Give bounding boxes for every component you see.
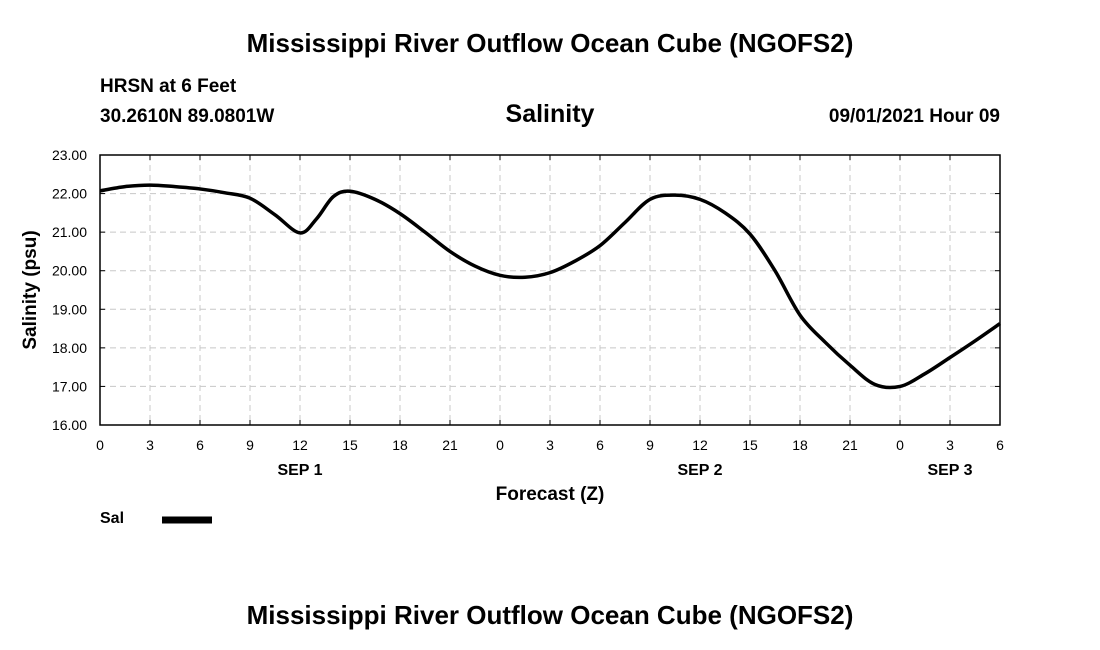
- chart-title-bottom: Mississippi River Outflow Ocean Cube (NG…: [246, 600, 854, 630]
- x-axis-label: Forecast (Z): [496, 484, 605, 505]
- axis-ticks: 0 3 6 9 12 15 18 21 0 3 6 9 12 15 18 21 0 3 6 16.00 17.00 18.…: [52, 147, 1004, 479]
- x-tick-label: 12: [292, 437, 308, 453]
- y-tick-label: 22.00: [52, 186, 87, 202]
- series-line-sal: [99, 183, 1001, 390]
- y-tick-label: 20.00: [52, 263, 87, 279]
- y-axis-label: Salinity (psu): [20, 230, 41, 349]
- day-label: SEP 2: [677, 462, 722, 479]
- day-label: SEP 1: [277, 462, 322, 479]
- y-tick-label: 16.00: [52, 417, 87, 433]
- x-tick-label: 6: [196, 437, 204, 453]
- forecast-datetime: 09/01/2021 Hour 09: [828, 106, 1000, 127]
- y-tick-label: 21.00: [52, 224, 87, 240]
- x-tick-label: 18: [792, 437, 808, 453]
- x-tick-label: 6: [996, 437, 1004, 453]
- x-tick-label: 9: [646, 437, 654, 453]
- x-tick-label: 21: [842, 437, 858, 453]
- variable-title: Salinity: [505, 100, 595, 128]
- y-tick-label: 17.00: [52, 378, 87, 394]
- station-coordinates: 30.2610N 89.0801W: [100, 106, 275, 127]
- y-tick-label: 19.00: [52, 301, 87, 317]
- x-tick-label: 15: [742, 437, 758, 453]
- x-tick-label: 12: [692, 437, 708, 453]
- legend-label: Sal: [100, 510, 125, 527]
- x-tick-label: 15: [342, 437, 358, 453]
- x-tick-label: 18: [392, 437, 408, 453]
- y-tick-label: 18.00: [52, 340, 87, 356]
- day-label: SEP 3: [927, 462, 972, 479]
- x-tick-label: 0: [496, 437, 504, 453]
- chart-title-top: Mississippi River Outflow Ocean Cube (NG…: [246, 28, 854, 58]
- x-tick-label: 9: [246, 437, 254, 453]
- x-tick-label: 0: [96, 437, 104, 453]
- grid-lines: [100, 155, 1000, 425]
- x-tick-label: 6: [596, 437, 604, 453]
- x-tick-label: 0: [896, 437, 904, 453]
- x-tick-label: 21: [442, 437, 458, 453]
- x-tick-label: 3: [546, 437, 554, 453]
- station-label: HRSN at 6 Feet: [100, 76, 237, 97]
- series-layer: [99, 183, 1001, 390]
- x-tick-label: 3: [946, 437, 954, 453]
- x-tick-label: 3: [146, 437, 154, 453]
- y-tick-label: 23.00: [52, 147, 87, 163]
